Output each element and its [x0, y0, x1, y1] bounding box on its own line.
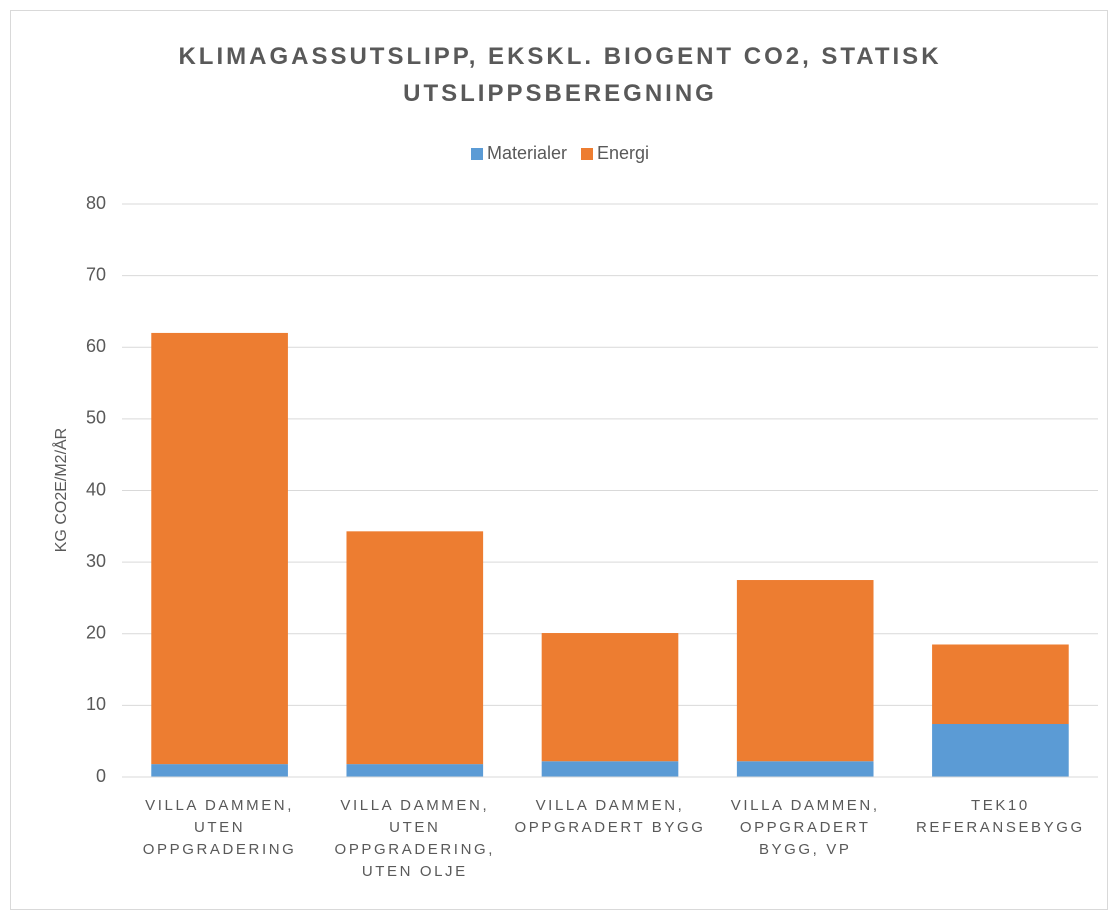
bar-segment	[541, 633, 679, 762]
legend-swatch	[470, 147, 483, 160]
bar-segment	[541, 761, 679, 777]
legend-label: Materialer	[486, 143, 567, 163]
y-axis-label: KG CO2E/M2/ÅR	[51, 428, 70, 552]
y-tick-label: 20	[86, 623, 106, 643]
y-tick-label: 80	[86, 193, 106, 213]
legend: Materialer Energi	[0, 143, 1120, 164]
x-tick-label: VILLA DAMMEN, UTEN OPPGRADERING	[142, 797, 297, 858]
bar-segment	[151, 332, 288, 765]
bar-segment	[736, 761, 874, 777]
x-tick-label: VILLA DAMMEN, OPPGRADERT BYGG, VP	[730, 797, 880, 858]
x-tick-label: VILLA DAMMEN, UTEN OPPGRADERING, UTEN OL…	[334, 797, 496, 880]
legend-swatch	[581, 147, 593, 160]
bar-segment	[932, 723, 1069, 777]
bar-segment	[932, 644, 1069, 724]
chart-title: KLIMAGASSUTSLIPP, EKSKL. BIOGENT CO2, ST…	[178, 43, 942, 107]
y-tick-label: 40	[86, 479, 106, 499]
bar-segment	[151, 764, 288, 777]
y-tick-label: 10	[86, 694, 106, 714]
bar-segment	[346, 764, 484, 777]
y-tick-label: 70	[86, 264, 106, 284]
y-tick-label: 60	[86, 336, 106, 356]
x-tick-label: VILLA DAMMEN, OPPGRADERT BYGG	[514, 797, 706, 836]
bar-segment	[346, 531, 484, 765]
x-tick-label: TEK10 REFERANSEBYGG	[915, 797, 1085, 836]
y-tick-label: 0	[96, 766, 106, 786]
legend-label: Energi	[597, 143, 650, 163]
y-tick-label: 50	[86, 408, 106, 428]
legend-item: Energi	[581, 143, 649, 164]
legend-item: Materialer	[470, 143, 567, 164]
bar-segment	[736, 580, 874, 762]
y-tick-label: 30	[86, 551, 106, 571]
